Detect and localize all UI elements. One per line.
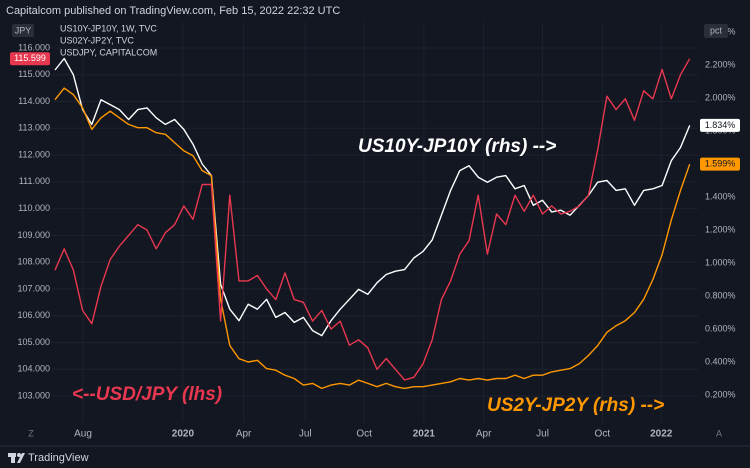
left-axis-label-box [12, 24, 34, 37]
y-tick-label: 110.000 [18, 203, 50, 213]
x-tick-label: 2020 [172, 429, 195, 440]
x-tick-label: Apr [236, 429, 252, 440]
price-tag-label: 1.834% [705, 120, 736, 130]
y-tick-label: 111.000 [19, 176, 50, 186]
y-tick-label: 106.000 [17, 310, 50, 320]
annotation: US10Y-JP10Y (rhs) --> [358, 136, 556, 157]
brand: TradingView [28, 452, 89, 464]
price-tag [700, 157, 740, 171]
y2-tick-label: 1.200% [705, 224, 736, 234]
x-tick-label: Oct [356, 429, 372, 440]
x-tick-label: Jul [299, 429, 312, 440]
auto-button[interactable]: A [716, 428, 722, 438]
annotation: US2Y-JP2Y (rhs) --> [487, 395, 664, 416]
y2-tick-label: 0.400% [705, 356, 736, 366]
y2-tick-label: 1.400% [705, 191, 736, 201]
y-tick-label: 105.000 [17, 337, 50, 347]
y-tick-label: 109.000 [17, 230, 50, 240]
line-series [54, 87, 691, 390]
x-tick-label: 2021 [413, 429, 436, 440]
y2-tick-label: 0.600% [705, 323, 736, 333]
x-tick-label: Apr [476, 429, 492, 440]
y-tick-label: 108.000 [17, 257, 50, 267]
y-tick-label: 112.000 [18, 149, 50, 159]
y-tick-label: 113.000 [18, 123, 50, 133]
y2-tick-label: 1.000% [705, 257, 736, 267]
x-tick-label: 2022 [650, 429, 673, 440]
legend-entry: US10Y-JP10Y, 1W, TVC [60, 23, 157, 33]
y-tick-label: 115.000 [18, 69, 50, 79]
y2-tick-label: 2.200% [705, 59, 736, 69]
y-tick-label: 104.000 [17, 364, 50, 374]
y-tick-label: 107.000 [17, 283, 50, 293]
x-tick-label: Oct [595, 429, 611, 440]
x-tick-label: Jul [536, 429, 549, 440]
price-tag [10, 52, 50, 66]
price-tag-label: 1.599% [705, 159, 736, 169]
header: Capitalcom published on TradingView.com,… [6, 5, 340, 17]
left-axis-label: JPY [15, 25, 32, 35]
legend-entry: US02Y-JP2Y, TVC [60, 35, 134, 45]
scale-button[interactable]: Z [28, 428, 34, 438]
y2-tick-label: 0.800% [705, 290, 736, 300]
brand-logo [8, 453, 25, 463]
x-tick-label: Aug [74, 429, 92, 440]
annotation: <--USD/JPY (lhs) [72, 384, 222, 405]
price-tag-label: 115.599 [14, 53, 46, 63]
y-tick-label: 116.000 [18, 42, 50, 52]
y-tick-label: 103.000 [17, 390, 50, 400]
legend-entry: USDJPY, CAPITALCOM [60, 47, 157, 57]
y2-tick-label: 0.200% [705, 389, 736, 399]
right-axis-label: pct [710, 25, 723, 35]
line-series [54, 58, 691, 381]
price-tag [700, 118, 740, 132]
right-axis-label-box [704, 24, 728, 38]
y-tick-label: 114.000 [18, 96, 50, 106]
y2-tick-label: 2.000% [705, 92, 736, 102]
